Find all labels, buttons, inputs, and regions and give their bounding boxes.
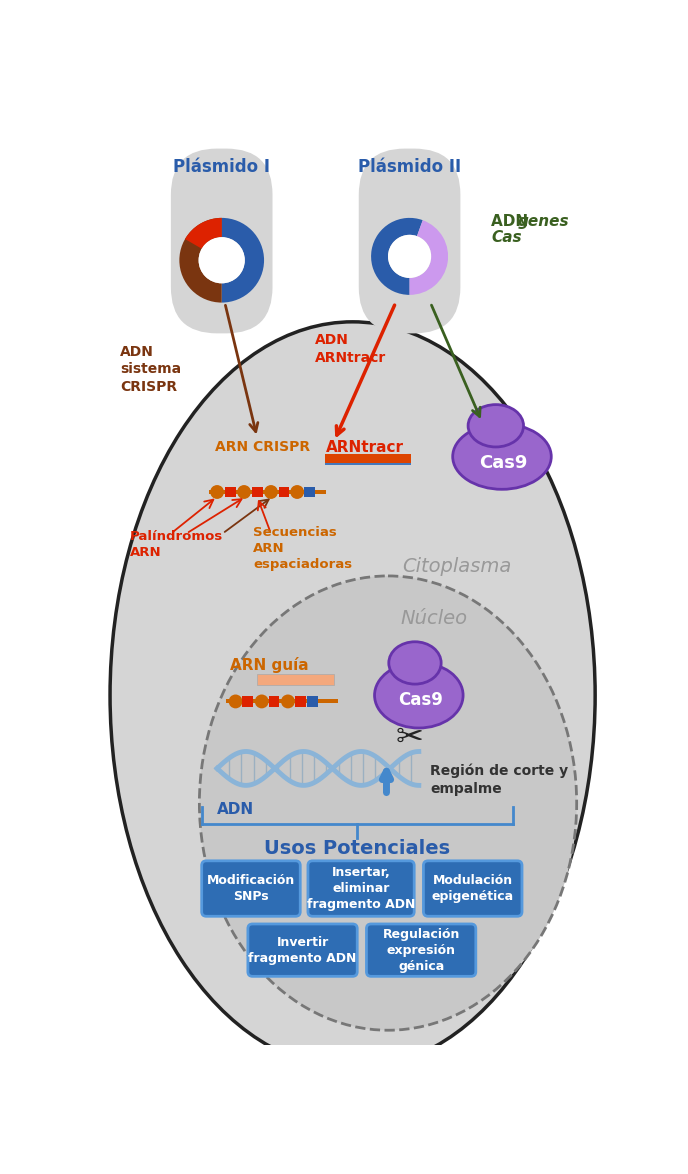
Circle shape — [199, 237, 245, 283]
Text: Plásmido I: Plásmido I — [173, 157, 270, 176]
Bar — [295, 696, 305, 707]
Text: Núcleo: Núcleo — [400, 609, 468, 628]
Bar — [257, 675, 334, 686]
Bar — [269, 696, 279, 707]
Ellipse shape — [200, 576, 577, 1031]
Text: ARN CRISPR: ARN CRISPR — [215, 439, 310, 453]
Circle shape — [264, 485, 278, 499]
Bar — [242, 696, 253, 707]
Text: Plásmido II: Plásmido II — [358, 157, 461, 176]
Bar — [279, 486, 290, 498]
Text: Palíndromos
ARN: Palíndromos ARN — [130, 529, 224, 559]
Wedge shape — [180, 218, 222, 303]
FancyBboxPatch shape — [308, 861, 414, 916]
FancyBboxPatch shape — [171, 149, 272, 333]
Bar — [304, 486, 315, 498]
Text: Insertar,
eliminar
fragmento ADN: Insertar, eliminar fragmento ADN — [307, 866, 416, 911]
Circle shape — [210, 485, 224, 499]
Text: ADN
ARNtracr: ADN ARNtracr — [315, 333, 386, 365]
Circle shape — [388, 235, 431, 278]
FancyBboxPatch shape — [358, 149, 460, 333]
Bar — [325, 454, 411, 463]
Bar — [325, 463, 411, 465]
Bar — [225, 486, 235, 498]
Text: Invertir
fragmento ADN: Invertir fragmento ADN — [248, 936, 357, 965]
FancyBboxPatch shape — [248, 924, 357, 977]
Text: ADN: ADN — [491, 214, 534, 229]
Ellipse shape — [468, 405, 524, 447]
Text: Cas9: Cas9 — [398, 691, 443, 709]
Bar — [252, 486, 263, 498]
Ellipse shape — [453, 424, 551, 490]
Text: ADN: ADN — [217, 802, 254, 817]
Text: Modulación
epigenética: Modulación epigenética — [431, 875, 514, 903]
FancyBboxPatch shape — [202, 861, 300, 916]
Text: genes: genes — [518, 214, 570, 229]
Text: Citoplasma: Citoplasma — [402, 556, 512, 575]
Bar — [209, 490, 326, 493]
Wedge shape — [371, 218, 422, 295]
Text: Secuencias
ARN
espaciadoras: Secuencias ARN espaciadoras — [253, 526, 352, 571]
FancyBboxPatch shape — [423, 861, 522, 916]
Text: ARN guía: ARN guía — [230, 656, 309, 673]
Bar — [226, 700, 338, 703]
Text: Cas9: Cas9 — [480, 453, 528, 472]
Circle shape — [237, 485, 251, 499]
Ellipse shape — [110, 322, 595, 1068]
FancyBboxPatch shape — [367, 924, 476, 977]
Text: ✂: ✂ — [396, 721, 424, 754]
Circle shape — [281, 695, 295, 708]
Text: Modificación
SNPs: Modificación SNPs — [207, 875, 295, 903]
Circle shape — [255, 695, 269, 708]
Bar — [307, 696, 318, 707]
Text: Región de corte y
empalme: Región de corte y empalme — [431, 763, 568, 796]
Text: Usos Potenciales: Usos Potenciales — [264, 839, 450, 858]
Circle shape — [290, 485, 304, 499]
Text: Cas: Cas — [491, 230, 522, 245]
Text: ARNtracr: ARNtracr — [326, 439, 405, 454]
Wedge shape — [409, 221, 448, 295]
Wedge shape — [222, 218, 264, 303]
Text: Regulación
expresión
génica: Regulación expresión génica — [383, 927, 460, 972]
Text: ADN
sistema
CRISPR: ADN sistema CRISPR — [120, 345, 181, 393]
Wedge shape — [185, 218, 222, 249]
Ellipse shape — [374, 662, 463, 728]
Ellipse shape — [389, 642, 441, 684]
Circle shape — [228, 695, 242, 708]
